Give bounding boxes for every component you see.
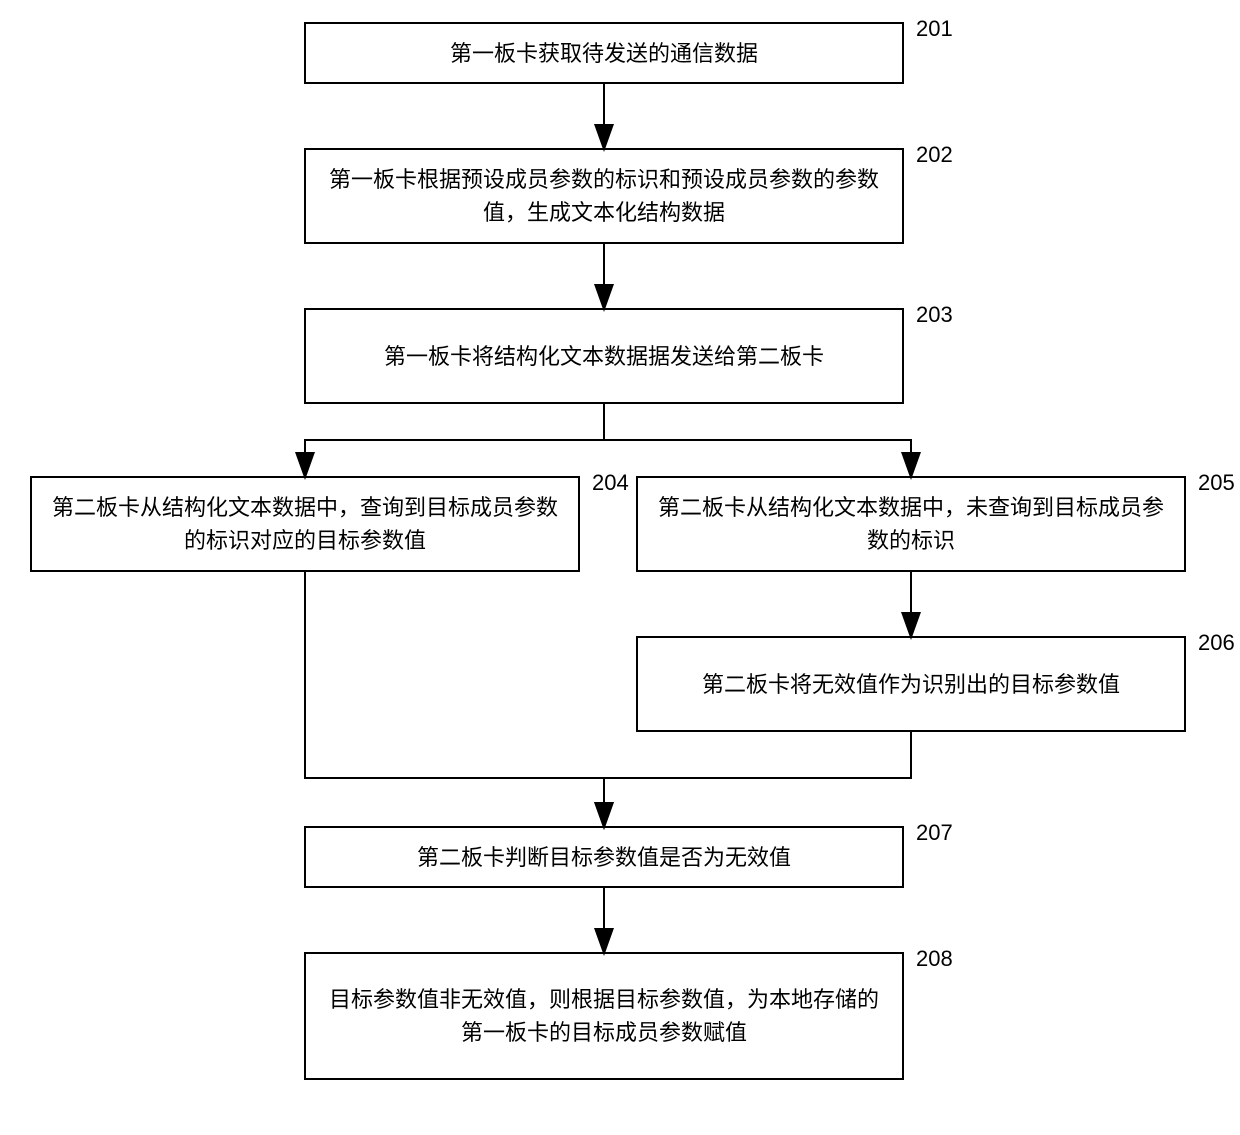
flow-node-label-208: 208 xyxy=(916,946,953,972)
flow-node-204: 第二板卡从结构化文本数据中，查询到目标成员参数的标识对应的目标参数值 xyxy=(30,476,580,572)
flow-node-text: 目标参数值非无效值，则根据目标参数值，为本地存储的第一板卡的目标成员参数赋值 xyxy=(326,983,882,1049)
flow-node-label-203: 203 xyxy=(916,302,953,328)
flow-node-208: 目标参数值非无效值，则根据目标参数值，为本地存储的第一板卡的目标成员参数赋值 xyxy=(304,952,904,1080)
flow-node-label-205: 205 xyxy=(1198,470,1235,496)
flow-node-text: 第一板卡根据预设成员参数的标识和预设成员参数的参数值，生成文本化结构数据 xyxy=(326,163,882,229)
flow-node-label-202: 202 xyxy=(916,142,953,168)
flow-node-text: 第一板卡将结构化文本数据据发送给第二板卡 xyxy=(384,340,824,373)
flow-node-203: 第一板卡将结构化文本数据据发送给第二板卡 xyxy=(304,308,904,404)
flow-node-label-201: 201 xyxy=(916,16,953,42)
flow-node-202: 第一板卡根据预设成员参数的标识和预设成员参数的参数值，生成文本化结构数据 xyxy=(304,148,904,244)
flow-node-text: 第二板卡将无效值作为识别出的目标参数值 xyxy=(702,668,1120,701)
flow-node-text: 第一板卡获取待发送的通信数据 xyxy=(450,37,758,70)
flow-node-text: 第二板卡判断目标参数值是否为无效值 xyxy=(417,841,791,874)
flow-node-label-206: 206 xyxy=(1198,630,1235,656)
flow-node-label-207: 207 xyxy=(916,820,953,846)
flow-node-201: 第一板卡获取待发送的通信数据 xyxy=(304,22,904,84)
flow-node-205: 第二板卡从结构化文本数据中，未查询到目标成员参数的标识 xyxy=(636,476,1186,572)
flow-node-label-204: 204 xyxy=(592,470,629,496)
flow-node-text: 第二板卡从结构化文本数据中，查询到目标成员参数的标识对应的目标参数值 xyxy=(52,491,558,557)
flow-node-206: 第二板卡将无效值作为识别出的目标参数值 xyxy=(636,636,1186,732)
flow-node-207: 第二板卡判断目标参数值是否为无效值 xyxy=(304,826,904,888)
flow-node-text: 第二板卡从结构化文本数据中，未查询到目标成员参数的标识 xyxy=(658,491,1164,557)
